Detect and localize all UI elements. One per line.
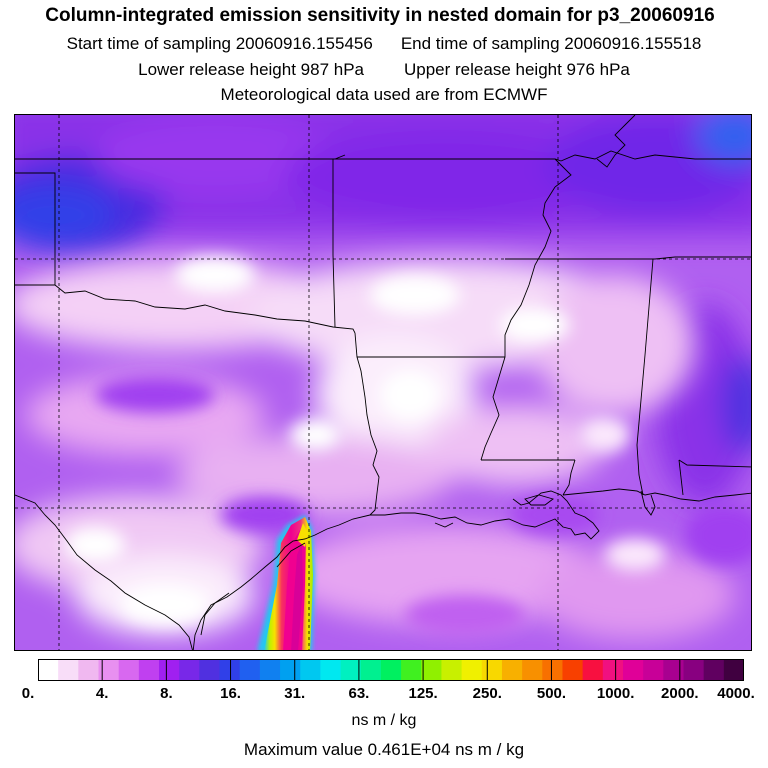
colorbar-swatch [501,659,523,681]
colorbar-swatch [118,659,140,681]
colorbar-tick-label: 250. [472,685,502,702]
colorbar-swatch [179,659,200,681]
colorbar-swatch [643,659,664,681]
colorbar-swatch [421,659,442,681]
colorbar-swatch [723,659,744,681]
sensitivity-map [14,114,752,651]
colorbar-swatch [683,659,705,681]
colorbar-swatch [663,659,684,681]
political-boundaries [15,115,751,650]
colorbar-tick-label: 0. [21,685,35,702]
start-time-label: Start time of sampling 20060916.155456 [66,34,373,53]
met-data-label: Meteorological data used are from ECMWF [220,85,548,104]
upper-release-label: Upper release height 976 hPa [404,60,630,79]
sampling-times: Start time of sampling 20060916.155456 En… [0,34,768,54]
release-heights: Lower release height 987 hPa Upper releas… [0,60,768,80]
source-plume [257,515,315,650]
colorbar-swatch [98,659,120,681]
colorbar-swatch [78,659,100,681]
colorbar-swatch [441,659,463,681]
colorbar-swatch [259,659,281,681]
bright-patches [65,257,665,625]
colorbar-swatch [239,659,261,681]
colorbar-swatch [320,659,342,681]
colorbar-swatch [602,659,624,681]
colorbar-swatch [461,659,483,681]
colorbar-tick-label: 2000. [661,685,699,702]
colorbar-swatch [280,659,301,681]
colorbar-swatch [199,659,221,681]
colorbar-tick-label: 8. [160,685,173,702]
colorbar-swatches [38,659,744,681]
colorbar-swatch [582,659,604,681]
colorbar-tick-label: 4000. [717,685,755,702]
plot-title: Column-integrated emission sensitivity i… [45,5,715,26]
colorbar-tick-label: 125. [408,685,438,702]
end-time-label: End time of sampling 20060916.155518 [400,34,702,53]
colorbar-swatch [703,659,725,681]
map-canvas [15,115,751,650]
dark-patches [95,377,751,635]
colorbar-tick-label: 31. [284,685,306,702]
colorbar-swatch [622,659,644,681]
colorbar-tick-label: 4. [95,685,109,702]
colorbar-frame [38,659,744,681]
colorbar-tick-label: 63. [348,685,370,702]
colorbar-swatch [159,659,180,681]
maximum-value-label: Maximum value 0.461E+04 ns m / kg [243,740,525,759]
colorbar-swatch [38,659,59,681]
colorbar-swatch [219,659,241,681]
colorbar [38,659,744,681]
colorbar-swatch [380,659,402,681]
colorbar-swatch [300,659,321,681]
colorbar-tick-label: 500. [536,685,567,702]
colorbar-ticks: 0. 4. 8. 16. 31. 63. 125. 250. 500. 1000. 2000. 400… [0,685,768,705]
colorbar-swatch [542,659,563,681]
colorbar-swatch [340,659,362,681]
lower-release-label: Lower release height 987 hPa [138,60,364,79]
colorbar-swatch [58,659,79,681]
colorbar-swatch [522,659,543,681]
colorbar-swatch [401,659,422,681]
colorbar-swatch [481,659,503,681]
colorbar-tick-label: 1000. [596,685,635,702]
colorbar-unit-label: ns m / kg [351,712,417,729]
colorbar-swatch [360,659,382,681]
colorbar-tick-label: 16. [220,685,241,702]
north-low-sensitivity [15,115,751,505]
colorbar-swatch [138,659,160,681]
colorbar-swatch [562,659,584,681]
